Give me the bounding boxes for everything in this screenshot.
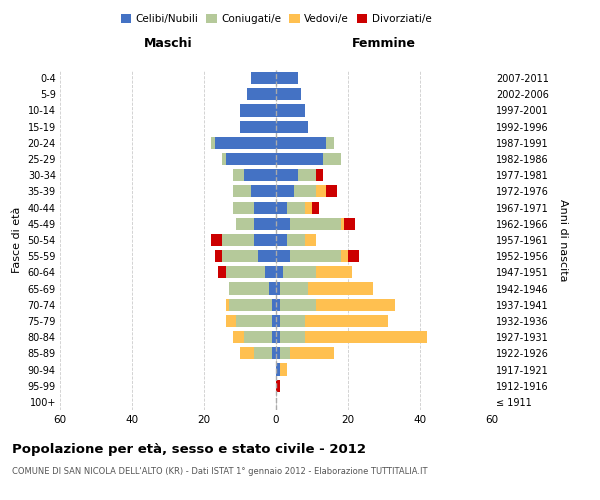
Bar	[276, 120, 308, 132]
Bar	[290, 348, 334, 360]
Bar	[254, 218, 276, 230]
Bar	[276, 72, 298, 84]
Bar	[276, 153, 323, 165]
Bar	[341, 218, 344, 230]
Bar	[233, 186, 251, 198]
Bar	[226, 266, 265, 278]
Bar	[276, 186, 294, 198]
Bar	[326, 137, 334, 149]
Bar	[269, 282, 276, 294]
Bar	[222, 234, 254, 246]
Bar	[280, 315, 305, 327]
Bar	[222, 250, 258, 262]
Bar	[233, 331, 244, 343]
Bar	[215, 137, 276, 149]
Bar	[280, 348, 290, 360]
Bar	[254, 234, 276, 246]
Bar	[258, 250, 276, 262]
Text: Femmine: Femmine	[352, 37, 416, 50]
Bar	[276, 137, 326, 149]
Bar	[280, 364, 287, 376]
Bar	[341, 250, 348, 262]
Bar	[280, 331, 305, 343]
Bar	[276, 218, 290, 230]
Text: Maschi: Maschi	[143, 37, 193, 50]
Bar	[244, 331, 272, 343]
Bar	[287, 234, 305, 246]
Bar	[226, 298, 229, 311]
Y-axis label: Anni di nascita: Anni di nascita	[559, 198, 568, 281]
Bar	[272, 298, 276, 311]
Bar	[276, 169, 298, 181]
Bar	[280, 282, 308, 294]
Bar	[251, 72, 276, 84]
Bar	[272, 315, 276, 327]
Bar	[254, 348, 272, 360]
Bar	[240, 120, 276, 132]
Bar	[211, 234, 222, 246]
Bar	[240, 104, 276, 117]
Bar	[247, 88, 276, 101]
Bar	[272, 348, 276, 360]
Bar	[215, 250, 222, 262]
Bar	[280, 298, 316, 311]
Bar	[254, 202, 276, 213]
Bar	[344, 218, 355, 230]
Bar	[236, 218, 254, 230]
Text: Popolazione per età, sesso e stato civile - 2012: Popolazione per età, sesso e stato civil…	[12, 442, 366, 456]
Bar	[294, 186, 316, 198]
Bar	[226, 315, 236, 327]
Bar	[236, 315, 272, 327]
Bar	[222, 153, 226, 165]
Bar	[276, 380, 280, 392]
Bar	[276, 282, 280, 294]
Bar	[218, 266, 226, 278]
Bar	[312, 202, 319, 213]
Bar	[305, 331, 427, 343]
Bar	[251, 186, 276, 198]
Bar	[233, 169, 244, 181]
Bar	[348, 250, 359, 262]
Bar	[316, 298, 395, 311]
Bar	[244, 169, 276, 181]
Bar	[276, 315, 280, 327]
Bar	[308, 282, 373, 294]
Bar	[276, 266, 283, 278]
Bar	[240, 348, 254, 360]
Bar	[298, 169, 316, 181]
Bar	[272, 331, 276, 343]
Bar	[276, 250, 290, 262]
Bar	[305, 202, 312, 213]
Bar	[276, 104, 305, 117]
Text: COMUNE DI SAN NICOLA DELL'ALTO (KR) - Dati ISTAT 1° gennaio 2012 - Elaborazione : COMUNE DI SAN NICOLA DELL'ALTO (KR) - Da…	[12, 468, 427, 476]
Bar	[316, 169, 323, 181]
Bar	[290, 218, 341, 230]
Bar	[276, 348, 280, 360]
Bar	[323, 153, 341, 165]
Bar	[316, 186, 326, 198]
Bar	[276, 88, 301, 101]
Legend: Celibi/Nubili, Coniugati/e, Vedovi/e, Divorziati/e: Celibi/Nubili, Coniugati/e, Vedovi/e, Di…	[116, 10, 436, 29]
Bar	[276, 364, 280, 376]
Bar	[316, 266, 352, 278]
Bar	[276, 331, 280, 343]
Bar	[305, 234, 316, 246]
Bar	[276, 298, 280, 311]
Bar	[226, 153, 276, 165]
Bar	[276, 234, 287, 246]
Bar	[229, 282, 269, 294]
Bar	[211, 137, 215, 149]
Bar	[326, 186, 337, 198]
Bar	[287, 202, 305, 213]
Bar	[290, 250, 341, 262]
Bar	[305, 315, 388, 327]
Y-axis label: Fasce di età: Fasce di età	[12, 207, 22, 273]
Bar	[276, 202, 287, 213]
Bar	[233, 202, 254, 213]
Bar	[283, 266, 316, 278]
Bar	[229, 298, 272, 311]
Bar	[265, 266, 276, 278]
